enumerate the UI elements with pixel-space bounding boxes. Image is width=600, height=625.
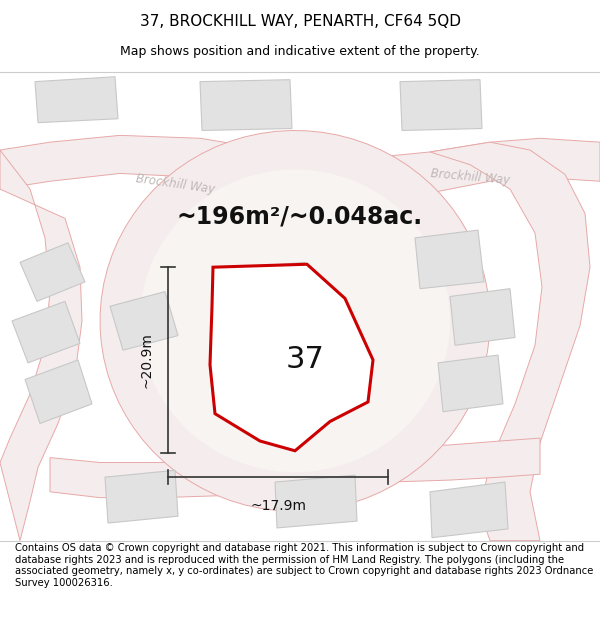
Polygon shape <box>140 169 450 472</box>
Text: 37: 37 <box>286 346 325 374</box>
Text: 37, BROCKHILL WAY, PENARTH, CF64 5QD: 37, BROCKHILL WAY, PENARTH, CF64 5QD <box>139 14 461 29</box>
Polygon shape <box>400 79 482 131</box>
Polygon shape <box>20 242 85 301</box>
Polygon shape <box>415 230 484 289</box>
Polygon shape <box>450 289 515 345</box>
Polygon shape <box>275 475 357 528</box>
Polygon shape <box>430 482 508 538</box>
Text: Contains OS data © Crown copyright and database right 2021. This information is : Contains OS data © Crown copyright and d… <box>15 543 593 588</box>
Polygon shape <box>200 79 292 131</box>
Polygon shape <box>50 438 540 498</box>
Polygon shape <box>105 470 178 523</box>
Text: Map shows position and indicative extent of the property.: Map shows position and indicative extent… <box>120 44 480 58</box>
Polygon shape <box>12 301 80 363</box>
Text: ~20.9m: ~20.9m <box>139 332 153 388</box>
Text: ~196m²/~0.048ac.: ~196m²/~0.048ac. <box>177 204 423 228</box>
Polygon shape <box>25 360 92 424</box>
Polygon shape <box>210 264 373 451</box>
Text: Brockhill Way: Brockhill Way <box>134 173 215 196</box>
Polygon shape <box>0 150 82 541</box>
Polygon shape <box>438 355 503 412</box>
Polygon shape <box>0 136 600 201</box>
Polygon shape <box>100 131 490 511</box>
Polygon shape <box>110 292 178 350</box>
Polygon shape <box>35 77 118 122</box>
Text: Brockhill Way: Brockhill Way <box>430 168 510 187</box>
Polygon shape <box>245 262 308 318</box>
Polygon shape <box>430 142 590 541</box>
Text: ~17.9m: ~17.9m <box>250 499 306 512</box>
